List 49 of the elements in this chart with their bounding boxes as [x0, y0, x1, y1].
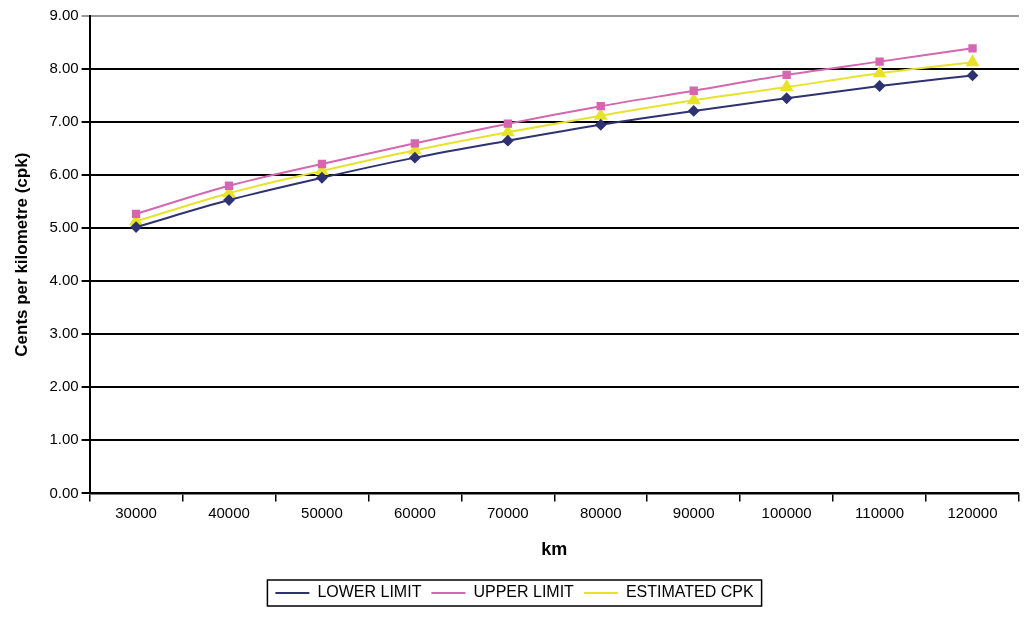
point [223, 194, 235, 206]
y-tick-label: 9.00 [49, 6, 79, 24]
point [689, 86, 698, 95]
point [224, 181, 234, 190]
y-tick-label: 3.00 [49, 324, 79, 342]
point [317, 159, 327, 169]
point [968, 44, 977, 53]
y-axis-title: Cents per kilometre (cpk) [11, 152, 31, 357]
point [781, 92, 793, 104]
x-tick-label: 110000 [855, 503, 905, 521]
x-axis-title: km [541, 539, 568, 560]
x-tick-label: 60000 [394, 503, 436, 521]
point [874, 80, 886, 92]
point [967, 69, 979, 81]
x-tick-label: 90000 [672, 503, 715, 521]
y-tick-label: 5.00 [49, 218, 79, 236]
point [688, 105, 700, 117]
point [503, 119, 513, 128]
x-tick-label: 50000 [301, 503, 343, 521]
x-tick-label: 100000 [761, 503, 812, 521]
point [966, 55, 979, 67]
point [316, 172, 328, 184]
x-tick-label: 70000 [486, 503, 529, 521]
y-tick-label: 0.00 [49, 483, 79, 501]
y-tick-label: 4.00 [49, 271, 79, 289]
legend-label: ESTIMATED CPK [625, 583, 754, 601]
point [875, 57, 884, 66]
legend-label: LOWER LIMIT [317, 583, 422, 601]
y-tick-label: 8.00 [49, 59, 79, 77]
point [782, 70, 791, 80]
point [502, 135, 514, 147]
point [410, 139, 420, 148]
x-tick-label: 40000 [208, 503, 250, 521]
y-tick-label: 1.00 [49, 430, 79, 448]
point [873, 66, 886, 78]
x-tick-label: 80000 [579, 503, 622, 521]
point [595, 119, 607, 131]
point [130, 221, 142, 233]
point [409, 152, 421, 164]
y-tick-label: 7.00 [49, 112, 79, 130]
point [596, 101, 605, 111]
point [780, 80, 793, 92]
legend-label: UPPER LIMIT [473, 583, 575, 601]
point [501, 125, 515, 137]
y-tick-label: 6.00 [49, 165, 79, 183]
x-tick-label: 120000 [947, 503, 998, 521]
y-tick-label: 2.00 [49, 377, 79, 395]
x-tick-label: 30000 [115, 503, 157, 521]
point [131, 209, 141, 219]
